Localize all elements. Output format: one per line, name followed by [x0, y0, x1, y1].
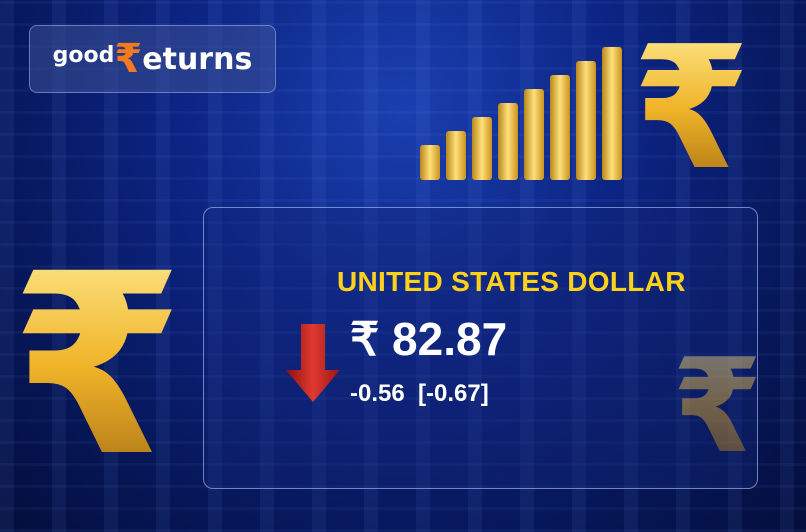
decor-bar: [576, 61, 596, 180]
decor-bar: [498, 103, 518, 180]
rising-bars-decoration: [420, 40, 622, 180]
down-arrow-icon: [286, 324, 340, 402]
decor-bar: [602, 47, 622, 180]
currency-change: -0.56 [-0.67]: [350, 380, 489, 407]
rupee-symbol-decoration: ₹: [10, 220, 184, 511]
currency-price: ₹ 82.87: [350, 313, 508, 365]
currency-card: [203, 207, 758, 489]
decor-bar: [472, 117, 492, 180]
decor-bar: [524, 89, 544, 180]
decor-bar: [420, 145, 440, 180]
decor-bar: [550, 75, 570, 180]
rupee-symbol-decoration: ₹: [632, 10, 751, 208]
decor-bar: [446, 131, 466, 180]
goodreturns-logo: good ₹ eturns: [29, 25, 276, 93]
currency-name: UNITED STATES DOLLAR: [337, 266, 686, 297]
rupee-symbol-decoration: ₹: [672, 330, 763, 482]
